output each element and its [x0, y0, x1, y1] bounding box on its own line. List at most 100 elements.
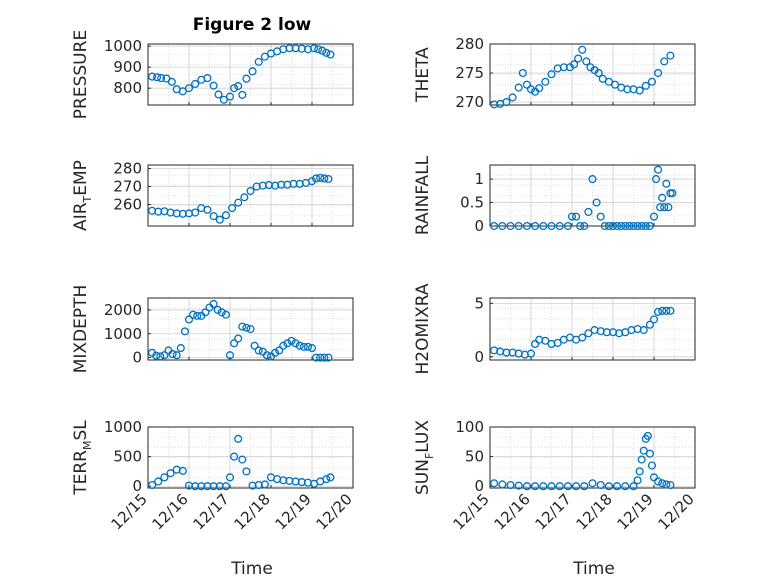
- data-point: [167, 77, 176, 86]
- data-point: [567, 212, 577, 221]
- data-point: [184, 84, 194, 93]
- data-point: [576, 221, 585, 231]
- x-tick-label: 12/16: [491, 490, 534, 533]
- data-point: [176, 344, 185, 353]
- data-point: [228, 204, 237, 213]
- data-point: [225, 473, 235, 482]
- data-point: [643, 431, 652, 440]
- axes-box: [147, 43, 354, 106]
- data-point: [203, 482, 212, 491]
- data-point: [531, 339, 540, 349]
- x-tick-label: 12/18: [573, 490, 616, 533]
- y-axis-label-part: TERR: [71, 450, 91, 496]
- data-point: [649, 473, 659, 482]
- data-point: [314, 45, 323, 54]
- data-point: [225, 92, 235, 101]
- data-point: [320, 353, 329, 362]
- data-point: [322, 48, 331, 57]
- y-tick-label: 260: [113, 195, 142, 213]
- y-tick-label: 900: [113, 58, 142, 76]
- x-tick-label: 12/16: [149, 490, 192, 533]
- data-point: [156, 352, 165, 361]
- data-point: [660, 203, 669, 212]
- data-point: [658, 193, 667, 202]
- data-point: [658, 479, 667, 488]
- data-point: [604, 221, 613, 231]
- data-point: [203, 205, 212, 214]
- data-point: [160, 473, 169, 482]
- data-point: [654, 477, 663, 486]
- data-point: [666, 51, 675, 60]
- subplot-theta: 270 275 280 THETA: [413, 35, 696, 111]
- data-point: [209, 212, 218, 221]
- data-point: [230, 84, 239, 93]
- data-point: [324, 174, 333, 184]
- y-tick-label: 1000: [104, 325, 142, 343]
- data-point: [584, 207, 593, 216]
- figure-title: Figure 2 low: [193, 15, 312, 35]
- data-point: [547, 70, 556, 79]
- y-axis-label-part: EMP: [71, 160, 91, 196]
- data-point: [209, 81, 218, 90]
- data-point: [262, 351, 271, 360]
- data-point: [569, 60, 579, 69]
- x-tick-label: 12/15: [108, 490, 151, 533]
- data-point: [651, 175, 661, 184]
- data-point: [666, 306, 675, 315]
- subplot-rainfall: 0 0.5 1 RAINFALL: [413, 155, 696, 235]
- data-point: [666, 480, 675, 490]
- y-tick-label: 5: [474, 294, 484, 312]
- y-axis-label-part: LUX: [413, 420, 433, 453]
- data-point: [213, 305, 222, 314]
- data-point: [647, 77, 656, 86]
- x-tick-label: 12/17: [190, 490, 233, 533]
- x-tick-label: 12/18: [231, 490, 274, 533]
- data-point: [230, 452, 239, 461]
- data-point: [604, 482, 613, 491]
- y-tick-label: 1000: [104, 418, 142, 436]
- subplot-pressure: 800 900 1000 PRESSURE: [71, 30, 354, 119]
- data-point: [535, 84, 544, 93]
- data-point: [234, 434, 243, 443]
- data-point: [506, 221, 515, 231]
- data-point: [246, 324, 255, 334]
- data-point: [574, 54, 583, 63]
- data-point: [166, 469, 175, 478]
- data-point: [168, 349, 177, 359]
- data-point: [148, 480, 157, 490]
- y-tick-label: 1: [474, 170, 484, 188]
- data-point: [299, 342, 308, 351]
- y-axis-label-part: F: [423, 453, 436, 459]
- y-tick-label: 280: [113, 160, 142, 178]
- data-point: [191, 208, 200, 217]
- data-point: [221, 310, 230, 319]
- data-point: [588, 175, 597, 184]
- data-point: [490, 221, 499, 231]
- data-point: [316, 173, 325, 182]
- y-axis-label: AIRTEMP: [71, 160, 94, 231]
- x-tick-label: 12/20: [655, 490, 698, 533]
- data-point: [309, 44, 319, 53]
- y-tick-label: 270: [113, 178, 142, 196]
- axes-box: [489, 297, 696, 361]
- data-point: [490, 479, 499, 488]
- x-tick-label: 12/20: [313, 490, 356, 533]
- data-point: [526, 349, 536, 358]
- data-point: [260, 480, 269, 489]
- data-point: [578, 45, 587, 54]
- y-axis-label-part: AIR: [71, 202, 91, 231]
- data-point: [531, 482, 540, 491]
- data-point: [514, 83, 523, 92]
- y-axis-label-part: PRESSURE: [71, 30, 91, 119]
- data-point: [203, 74, 212, 83]
- x-axis-label-right: Time: [572, 559, 615, 579]
- data-point: [307, 177, 317, 186]
- data-point: [662, 480, 671, 489]
- y-axis-label-part: H2OMIXRA: [413, 283, 433, 374]
- data-point: [215, 482, 224, 491]
- data-point: [502, 348, 511, 357]
- data-point: [277, 180, 286, 189]
- data-point: [580, 482, 589, 491]
